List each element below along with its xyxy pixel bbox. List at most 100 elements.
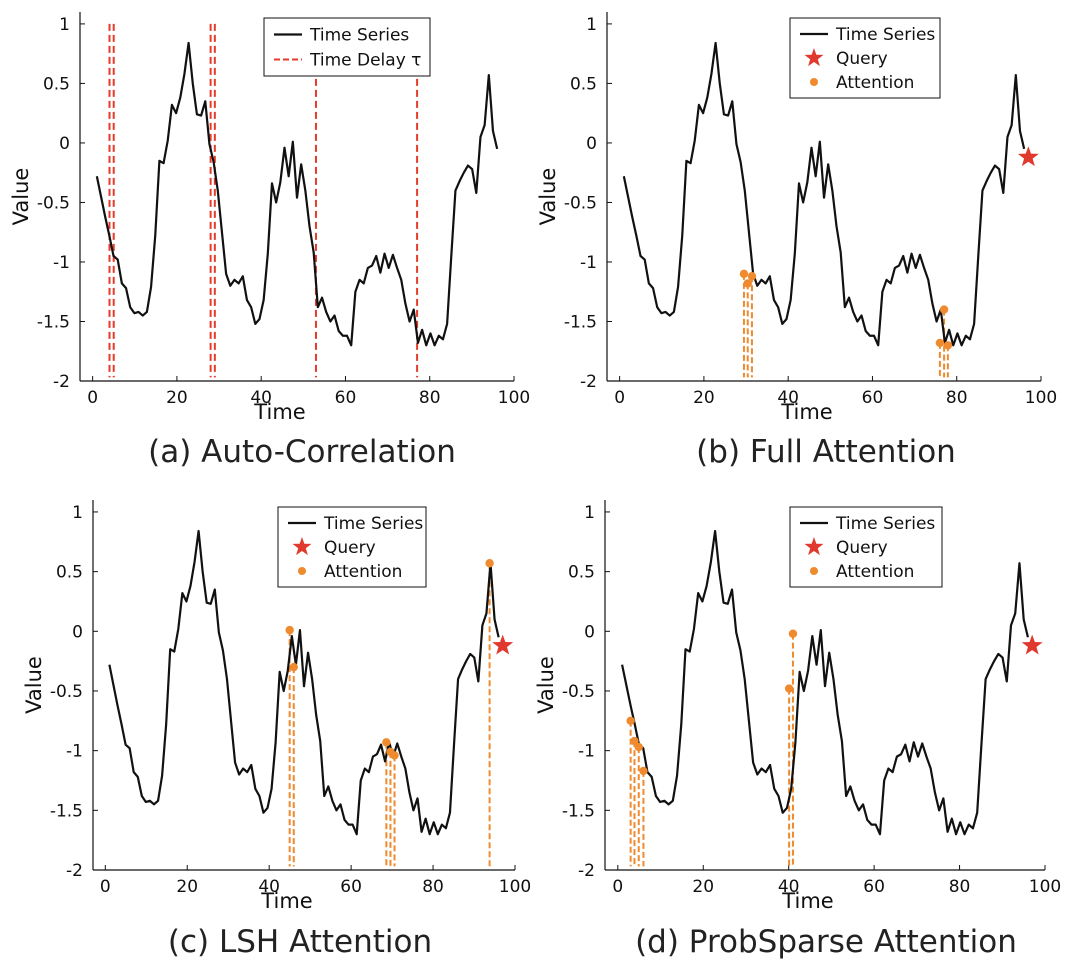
x-axis-label: Time	[781, 889, 833, 913]
x-tick-label: 0	[612, 877, 623, 897]
y-tick-label: 0.5	[570, 74, 597, 94]
legend-label: Time Series	[323, 514, 423, 534]
legend-label: Query	[836, 49, 888, 69]
y-tick-label: -1	[53, 253, 70, 273]
y-axis-label: Value	[534, 656, 558, 714]
legend: Time Series Query Attention	[277, 506, 427, 588]
y-tick-label: -2	[578, 861, 595, 881]
attention-point	[935, 338, 945, 348]
legend: Time Series Query Attention	[789, 506, 943, 588]
x-tick-label: 100	[1025, 388, 1057, 408]
legend-label: Query	[836, 538, 888, 558]
attention-point	[743, 279, 752, 288]
x-tick-label: 40	[777, 388, 799, 408]
x-tick-label: 20	[692, 877, 714, 897]
y-tick-label: -0.5	[562, 682, 595, 702]
y-tick-label: 1	[586, 15, 597, 35]
y-tick-label: 0	[586, 134, 597, 154]
legend-label: Time Delay τ	[309, 51, 421, 71]
x-tick-label: 100	[499, 877, 531, 897]
time-series-line	[95, 41, 499, 347]
x-tick-label: 60	[335, 388, 357, 408]
y-tick-label: -0.5	[37, 193, 70, 213]
attention-point	[630, 736, 639, 746]
x-tick-label: 80	[946, 388, 968, 408]
attention-point	[626, 716, 635, 726]
attention-point	[784, 684, 794, 693]
legend-label: Query	[324, 538, 376, 558]
x-tick-label: 0	[100, 877, 111, 897]
y-tick-label: -1	[578, 742, 595, 762]
x-tick-label: 60	[862, 388, 884, 408]
y-tick-label: 0.5	[568, 563, 595, 583]
x-tick-label: 20	[693, 388, 715, 408]
x-tick-label: 40	[778, 877, 800, 897]
attention-point	[943, 341, 953, 350]
y-tick-label: -0.5	[564, 193, 597, 213]
legend-label: Time Series	[835, 25, 935, 45]
y-tick-label: 1	[59, 15, 70, 35]
x-tick-label: 80	[419, 388, 441, 408]
legend-label: Time Series	[309, 26, 409, 46]
legend: Time Series Time Delay τ	[263, 17, 431, 77]
attention-point	[390, 751, 399, 760]
chart-caption: (a) Auto-Correlation	[148, 434, 456, 470]
y-tick-label: 1	[584, 503, 595, 523]
y-tick-label: -0.5	[50, 682, 83, 702]
legend-label: Attention	[836, 562, 914, 582]
y-axis-label: Value	[22, 656, 46, 714]
attention-point	[639, 766, 648, 776]
attention-point	[747, 272, 757, 281]
legend-query-swatch	[804, 537, 824, 556]
legend: Time Series Query Attention	[789, 17, 941, 99]
y-tick-label: 0	[584, 622, 595, 642]
x-tick-label: 20	[166, 388, 188, 408]
y-tick-label: -1.5	[50, 801, 83, 821]
y-tick-label: 1	[72, 503, 83, 523]
query-star	[1021, 634, 1043, 655]
attention-point	[739, 269, 749, 279]
x-tick-label: 60	[863, 877, 885, 897]
x-tick-label: 100	[498, 388, 530, 408]
attention-point	[939, 305, 949, 314]
legend-label: Attention	[324, 562, 402, 582]
time-series-line	[108, 529, 500, 836]
attention-point	[289, 662, 298, 672]
chart-panel-1: 0 20 40 60 80 100 1 0.5 0 -0.5 -1 -1.5 -2 Time Value Ti…	[9, 12, 530, 470]
x-tick-label: 40	[258, 877, 280, 897]
legend-attention-swatch	[298, 567, 306, 575]
y-tick-label: -2	[53, 372, 70, 392]
x-axis-label: Time	[780, 400, 832, 424]
y-tick-label: 0	[72, 622, 83, 642]
x-axis-label: Time	[253, 400, 305, 424]
legend-attention-swatch	[810, 78, 818, 86]
attention-point	[382, 738, 391, 747]
y-tick-label: 0.5	[43, 74, 70, 94]
attention-point	[285, 625, 294, 635]
x-axis-label: Time	[260, 889, 312, 913]
y-tick-label: 0	[59, 134, 70, 154]
query-star	[492, 634, 514, 655]
legend-label: Time Series	[835, 514, 935, 534]
attention-point	[634, 742, 643, 752]
time-series-line	[621, 529, 1029, 836]
legend-label: Attention	[836, 73, 914, 93]
chart-panel-2: 0 20 40 60 80 100 1 0.5 0 -0.5 -1 -1.5 -2 Time Value Ti…	[536, 12, 1057, 470]
x-tick-label: 60	[340, 877, 362, 897]
x-tick-label: 0	[614, 388, 625, 408]
x-tick-label: 80	[422, 877, 444, 897]
chart-caption: (d) ProbSparse Attention	[635, 924, 1017, 960]
time-series-line	[622, 41, 1026, 347]
y-axis-label: Value	[536, 168, 560, 226]
y-tick-label: -1.5	[562, 801, 595, 821]
y-tick-label: -1	[580, 253, 597, 273]
x-tick-label: 100	[1029, 877, 1061, 897]
x-tick-label: 20	[176, 877, 198, 897]
attention-point	[788, 629, 798, 638]
chart-panel-4: 0 20 40 60 80 100 1 0.5 0 -0.5 -1 -1.5 -2 Time Value Ti…	[534, 500, 1061, 960]
legend-box	[263, 17, 431, 77]
y-tick-label: -2	[66, 861, 83, 881]
legend-query-swatch	[292, 537, 312, 556]
chart-panel-3: 0 20 40 60 80 100 1 0.5 0 -0.5 -1 -1.5 -2 Time Value Ti…	[22, 500, 531, 960]
